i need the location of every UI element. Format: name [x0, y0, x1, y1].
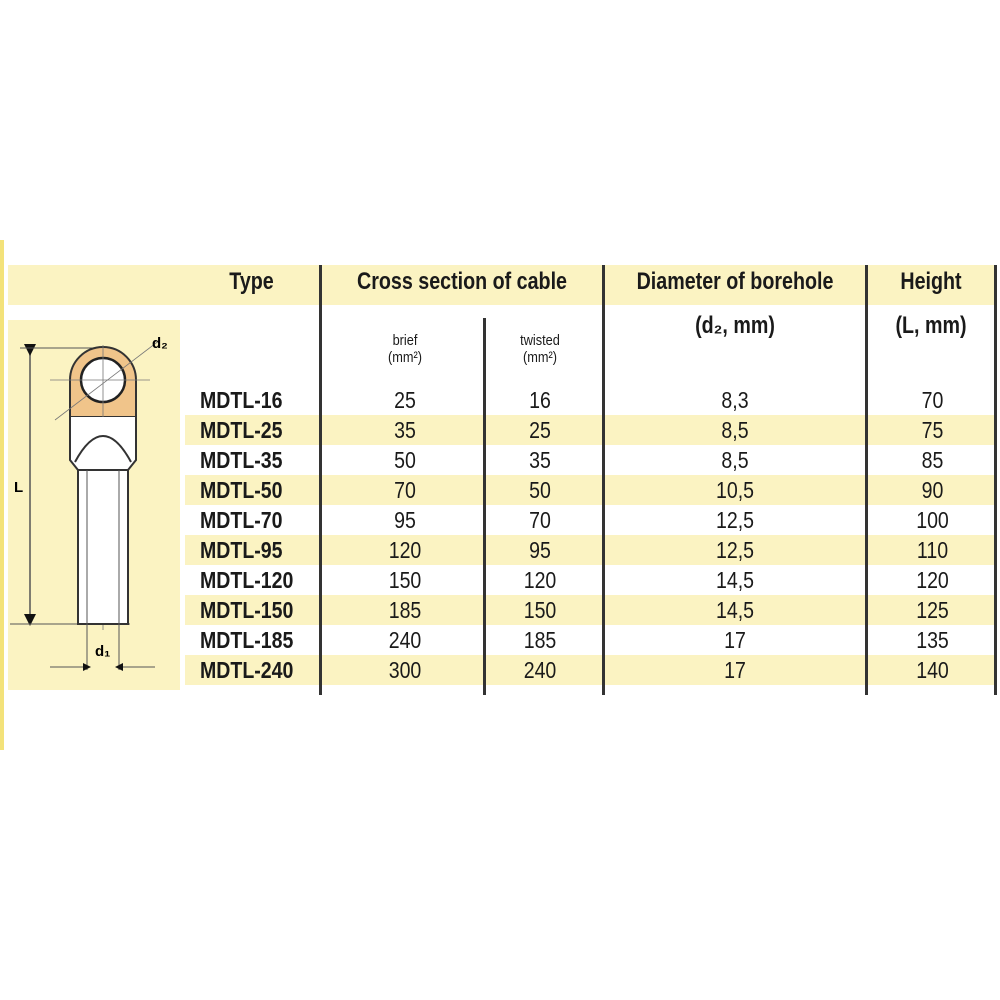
twisted-cell: 95: [529, 537, 551, 563]
diameter-cell: 12,5: [715, 537, 755, 563]
brief-cell: 300: [388, 657, 422, 683]
divider: [994, 265, 997, 695]
brief-label: brief (mm²): [367, 332, 444, 366]
divider: [483, 318, 486, 695]
brief-cell: 150: [388, 567, 422, 593]
divider: [865, 265, 868, 695]
height-unit: (L, mm): [895, 312, 967, 339]
brief-cell: 35: [394, 417, 416, 443]
type-cell: MDTL-16: [200, 387, 283, 413]
height-cell: 140: [916, 657, 949, 683]
height-cell: 90: [921, 477, 944, 503]
cable-lug-diagram: d₂ L d₁: [10, 335, 168, 671]
brief-cell: 50: [394, 447, 416, 473]
twisted-cell: 185: [523, 627, 557, 653]
table-row: MDTL-70 95 70 12,5 100: [185, 505, 995, 535]
table-row: MDTL-35 50 35 8,5 85: [185, 445, 995, 475]
diameter-cell: 10,5: [715, 477, 755, 503]
table-row: MDTL-185 240 185 17 135: [185, 625, 995, 655]
type-cell: MDTL-70: [200, 507, 283, 533]
height-cell: 120: [916, 567, 949, 593]
header-band: [8, 265, 995, 305]
diameter-cell: 14,5: [715, 567, 755, 593]
table-row: MDTL-95 120 95 12,5 110: [185, 535, 995, 565]
diameter-cell: 12,5: [715, 507, 755, 533]
brief-text: brief: [392, 332, 418, 349]
brief-unit: (mm²): [388, 349, 422, 366]
type-cell: MDTL-95: [200, 537, 283, 563]
label-d1: d₁: [95, 643, 110, 660]
diameter-cell: 8,3: [721, 387, 749, 413]
height-cell: 110: [916, 537, 949, 563]
header-type: Type: [229, 268, 274, 295]
table-row: MDTL-120 150 120 14,5 120: [185, 565, 995, 595]
header-diameter: Diameter of borehole: [636, 268, 834, 295]
type-cell: MDTL-120: [200, 567, 294, 593]
diameter-cell: 17: [724, 627, 746, 653]
twisted-label: twisted (mm²): [502, 332, 579, 366]
brief-cell: 240: [388, 627, 422, 653]
brief-cell: 95: [394, 507, 416, 533]
height-cell: 85: [921, 447, 944, 473]
header-height: Height: [900, 268, 962, 295]
diameter-unit: (d₂, mm): [695, 312, 775, 339]
twisted-cell: 150: [523, 597, 557, 623]
twisted-cell: 35: [529, 447, 551, 473]
brief-cell: 185: [388, 597, 422, 623]
height-cell: 75: [921, 417, 944, 443]
label-l: L: [14, 479, 23, 496]
twisted-text: twisted: [520, 332, 560, 349]
header-cross-section: Cross section of cable: [357, 268, 567, 295]
height-cell: 135: [916, 627, 949, 653]
diameter-cell: 17: [724, 657, 746, 683]
twisted-cell: 70: [529, 507, 551, 533]
type-cell: MDTL-35: [200, 447, 283, 473]
type-cell: MDTL-185: [200, 627, 294, 653]
twisted-unit: (mm²): [523, 349, 557, 366]
twisted-cell: 16: [529, 387, 551, 413]
left-accent-stripe: [0, 240, 4, 750]
twisted-cell: 240: [523, 657, 557, 683]
brief-cell: 70: [394, 477, 416, 503]
type-cell: MDTL-25: [200, 417, 283, 443]
diameter-cell: 8,5: [721, 417, 749, 443]
twisted-cell: 50: [529, 477, 551, 503]
type-cell: MDTL-50: [200, 477, 283, 503]
type-cell: MDTL-240: [200, 657, 294, 683]
type-cell: MDTL-150: [200, 597, 294, 623]
divider: [319, 265, 322, 695]
table-row: MDTL-240 300 240 17 140: [185, 655, 995, 685]
brief-cell: 120: [388, 537, 422, 563]
twisted-cell: 120: [523, 567, 557, 593]
table-row: MDTL-150 185 150 14,5 125: [185, 595, 995, 625]
divider: [602, 265, 605, 695]
height-cell: 125: [916, 597, 949, 623]
height-cell: 70: [921, 387, 944, 413]
height-cell: 100: [916, 507, 949, 533]
table-row: MDTL-16 25 16 8,3 70: [185, 385, 995, 415]
diameter-cell: 8,5: [721, 447, 749, 473]
diameter-cell: 14,5: [715, 597, 755, 623]
brief-cell: 25: [394, 387, 416, 413]
label-d2: d₂: [152, 335, 168, 352]
twisted-cell: 25: [529, 417, 551, 443]
table-row: MDTL-25 35 25 8,5 75: [185, 415, 995, 445]
table-row: MDTL-50 70 50 10,5 90: [185, 475, 995, 505]
